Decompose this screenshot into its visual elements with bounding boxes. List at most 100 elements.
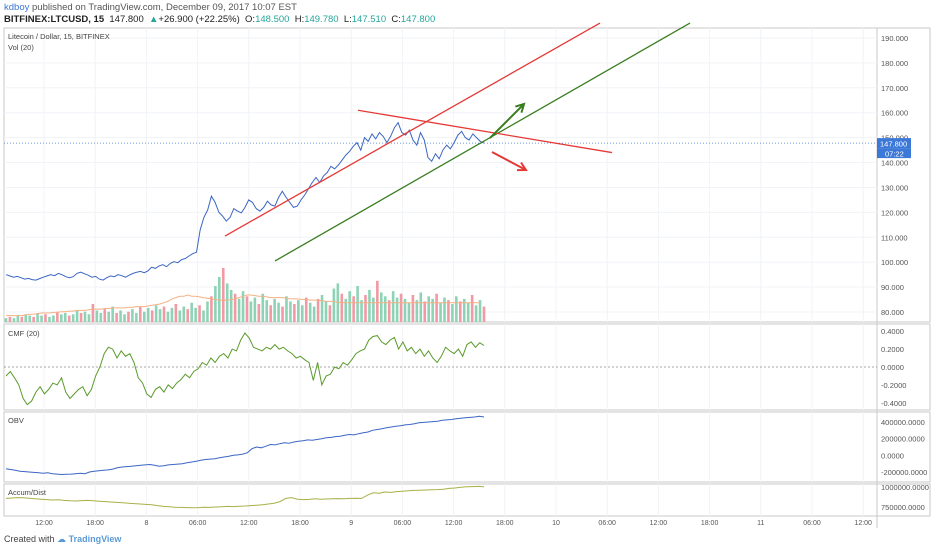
y-tick-label: 90.000 <box>881 283 904 292</box>
upper-channel-line <box>224 22 601 237</box>
y-tick-label: 190.000 <box>881 34 908 43</box>
x-tick-label: 06:00 <box>394 520 412 527</box>
volume-bar <box>221 268 225 322</box>
y-tick-label: 160.000 <box>881 109 908 118</box>
volume-bar <box>225 283 229 322</box>
up-arrow-shaft <box>489 103 525 139</box>
y-tick-label: 1000000.0000 <box>881 483 929 492</box>
volume-bar <box>166 311 170 322</box>
volume-bar <box>218 277 221 322</box>
volume-bar <box>56 311 59 322</box>
pane-frame-3 <box>3 483 931 517</box>
volume-bar <box>158 309 162 322</box>
pane-title: Accum/Dist <box>8 488 47 497</box>
up-arrow-icon <box>515 102 526 113</box>
cmf-line <box>5 332 485 406</box>
volume-bar <box>32 316 35 322</box>
volume-bar <box>273 298 276 322</box>
y-tick-label: 0.0000 <box>881 451 904 460</box>
volume-bar <box>123 314 126 322</box>
volume-bar <box>20 316 24 322</box>
volume-ma-line <box>6 294 480 317</box>
volume-bar <box>478 300 482 322</box>
volume-bar <box>439 302 442 322</box>
volume-bar <box>170 307 174 322</box>
tradingview-logo-icon: ☁ <box>57 534 67 544</box>
volume-bar <box>399 293 403 322</box>
x-tick-label: 11 <box>757 520 764 527</box>
volume-bar <box>415 300 419 322</box>
price-change: +26.900 (+22.25%) <box>158 14 240 25</box>
volume-bar <box>127 311 130 322</box>
last-price-badge <box>877 138 911 149</box>
volume-bar <box>304 297 308 322</box>
volume-bar <box>257 304 261 322</box>
volume-bar <box>119 310 122 322</box>
volume-bar <box>455 296 458 322</box>
volume-bar <box>312 306 316 322</box>
x-tick-label: 12:00 <box>445 520 463 527</box>
descending-resistance-line <box>357 109 613 154</box>
volume-bar <box>332 288 336 322</box>
volume-bar <box>198 305 201 322</box>
volume-bar <box>71 314 75 322</box>
volume-bar <box>60 314 63 322</box>
x-tick-label: 18:00 <box>86 520 104 527</box>
author-name[interactable]: kdboy <box>4 2 30 13</box>
volume-bar <box>44 314 47 322</box>
volume-bar <box>466 302 470 322</box>
chart-area[interactable]: 12:00 18:00 8 06:00 12:00 18:00 9 06:00 12:00 18:… <box>0 0 932 528</box>
last-price: 147.800 <box>109 14 144 25</box>
volume-bar <box>383 296 387 322</box>
volume-bar <box>162 306 166 322</box>
volume-bar <box>154 305 158 322</box>
symbol-name: BITFINEX:LTCUSD, 15 <box>4 14 105 25</box>
volume-bar <box>253 297 257 322</box>
y-tick-label: 110.000 <box>881 233 908 242</box>
brand-name[interactable]: TradingView <box>68 534 122 544</box>
volume-bar <box>249 301 253 322</box>
y-tick-label: 170.000 <box>881 84 908 93</box>
y-tick-label: -0.2000 <box>881 381 906 390</box>
y-tick-label: 0.4000 <box>881 327 904 336</box>
volume-bar <box>142 311 146 322</box>
close-value: 147.800 <box>400 14 436 25</box>
volume-bar <box>336 283 340 322</box>
pane-title: OBV <box>8 416 24 425</box>
volume-bar <box>103 309 107 322</box>
volume-bar <box>328 305 332 322</box>
y-tick-label: 0.2000 <box>881 345 904 354</box>
volume-bar <box>24 314 28 322</box>
volume-bar <box>245 296 249 322</box>
y-tick-label: 750000.0000 <box>881 503 925 512</box>
created-with-text: Created with <box>4 534 55 544</box>
volume-bar <box>411 295 415 322</box>
volume-bar <box>297 300 300 322</box>
high-label: H: <box>294 14 305 25</box>
close-label: C: <box>391 14 401 25</box>
volume-bar <box>470 295 474 322</box>
low-value: 147.510 <box>351 14 387 25</box>
y-tick-label: 200000.0000 <box>881 435 925 444</box>
volume-bar <box>237 298 241 322</box>
volume-bar <box>241 291 245 322</box>
volume-bar <box>316 298 320 322</box>
volume-bar <box>265 300 269 322</box>
countdown-label: 07:22 <box>885 150 904 159</box>
volume-bar <box>36 313 39 322</box>
x-tick-label: 18:00 <box>496 520 514 527</box>
volume-bar <box>300 305 304 322</box>
volume-bar <box>135 313 138 322</box>
volume-bar <box>75 310 79 322</box>
volume-bar <box>210 296 213 322</box>
volume-bar <box>364 295 367 322</box>
footer: Created with ☁ TradingView <box>4 534 121 545</box>
y-tick-label: -0.4000 <box>881 399 906 408</box>
volume-bar <box>376 280 379 322</box>
volume-bar <box>281 306 284 322</box>
countdown-badge <box>877 148 911 159</box>
pane-title: CMF (20) <box>8 329 40 338</box>
volume-bar <box>293 304 296 322</box>
volume-bar <box>324 301 328 322</box>
down-arrow-shaft <box>491 151 527 171</box>
